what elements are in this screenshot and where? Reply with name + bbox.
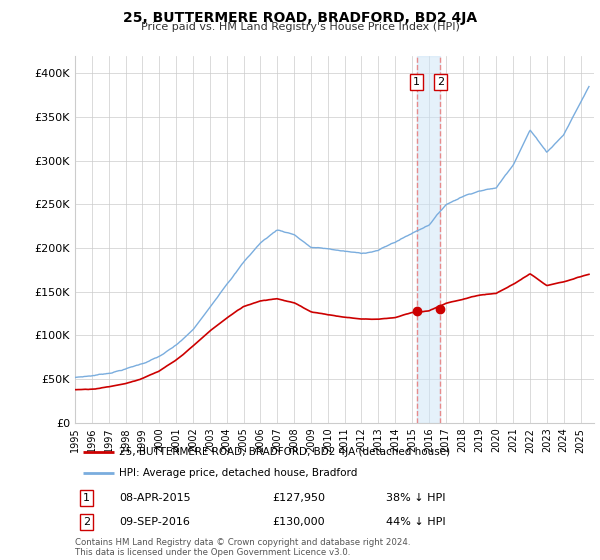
Text: 1: 1 xyxy=(83,493,90,503)
Text: 38% ↓ HPI: 38% ↓ HPI xyxy=(386,493,446,503)
Text: £127,950: £127,950 xyxy=(272,493,325,503)
Text: 1: 1 xyxy=(413,77,420,87)
Text: 25, BUTTERMERE ROAD, BRADFORD, BD2 4JA (detached house): 25, BUTTERMERE ROAD, BRADFORD, BD2 4JA (… xyxy=(119,447,450,457)
Text: 2: 2 xyxy=(437,77,444,87)
Text: £130,000: £130,000 xyxy=(272,517,325,527)
Text: 09-SEP-2016: 09-SEP-2016 xyxy=(119,517,190,527)
Text: 08-APR-2015: 08-APR-2015 xyxy=(119,493,191,503)
Text: 25, BUTTERMERE ROAD, BRADFORD, BD2 4JA: 25, BUTTERMERE ROAD, BRADFORD, BD2 4JA xyxy=(123,11,477,25)
Text: Price paid vs. HM Land Registry's House Price Index (HPI): Price paid vs. HM Land Registry's House … xyxy=(140,22,460,32)
Text: HPI: Average price, detached house, Bradford: HPI: Average price, detached house, Brad… xyxy=(119,468,358,478)
Bar xyxy=(416,56,440,423)
Text: Contains HM Land Registry data © Crown copyright and database right 2024.
This d: Contains HM Land Registry data © Crown c… xyxy=(75,538,410,557)
Text: 44% ↓ HPI: 44% ↓ HPI xyxy=(386,517,446,527)
Text: 2: 2 xyxy=(83,517,90,527)
